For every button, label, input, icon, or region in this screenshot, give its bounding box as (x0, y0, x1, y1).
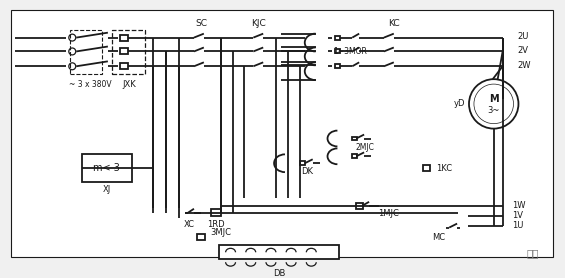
Text: DK: DK (301, 167, 313, 176)
Text: 1U: 1U (512, 221, 524, 230)
Text: JXK: JXK (123, 80, 137, 89)
Text: ~ 3 x 380V: ~ 3 x 380V (69, 80, 111, 89)
Text: KC: KC (388, 19, 399, 28)
Text: 3~: 3~ (488, 106, 500, 115)
Text: 1W: 1W (512, 201, 526, 210)
Text: KJC: KJC (251, 19, 266, 28)
Bar (82, 154, 132, 182)
Bar (120, 63, 128, 69)
Bar (197, 234, 205, 240)
Text: XJ: XJ (103, 185, 111, 194)
Text: 3MJC: 3MJC (210, 228, 231, 237)
Bar (352, 154, 357, 158)
Text: SC: SC (195, 19, 207, 28)
Bar (211, 209, 221, 216)
Text: m< 3: m< 3 (93, 163, 120, 173)
Text: 2V: 2V (518, 46, 528, 55)
Bar (423, 165, 430, 171)
Bar (120, 35, 128, 41)
Bar (120, 48, 128, 54)
Text: 电梯: 电梯 (526, 248, 538, 258)
Bar (219, 245, 340, 259)
Bar (352, 136, 357, 140)
Text: 1~3MOR: 1~3MOR (333, 47, 367, 56)
Text: 2W: 2W (518, 61, 531, 70)
Text: 2MJC: 2MJC (356, 143, 375, 152)
Bar (70, 30, 102, 74)
Text: 2U: 2U (518, 32, 529, 41)
Bar (301, 161, 305, 165)
Text: M: M (489, 94, 498, 104)
Text: 1MJC: 1MJC (379, 209, 399, 218)
Text: 1KC: 1KC (436, 164, 453, 173)
Bar (112, 30, 145, 74)
Text: XC: XC (184, 220, 194, 229)
Bar (11, 10, 553, 257)
Bar (335, 49, 340, 53)
Text: MC: MC (432, 233, 445, 242)
Text: yD: yD (453, 99, 465, 108)
Text: 1V: 1V (512, 211, 524, 220)
Bar (335, 64, 340, 68)
Text: DB: DB (273, 269, 285, 277)
Text: 1RD: 1RD (207, 220, 224, 229)
Bar (356, 203, 363, 209)
Bar (335, 36, 340, 39)
